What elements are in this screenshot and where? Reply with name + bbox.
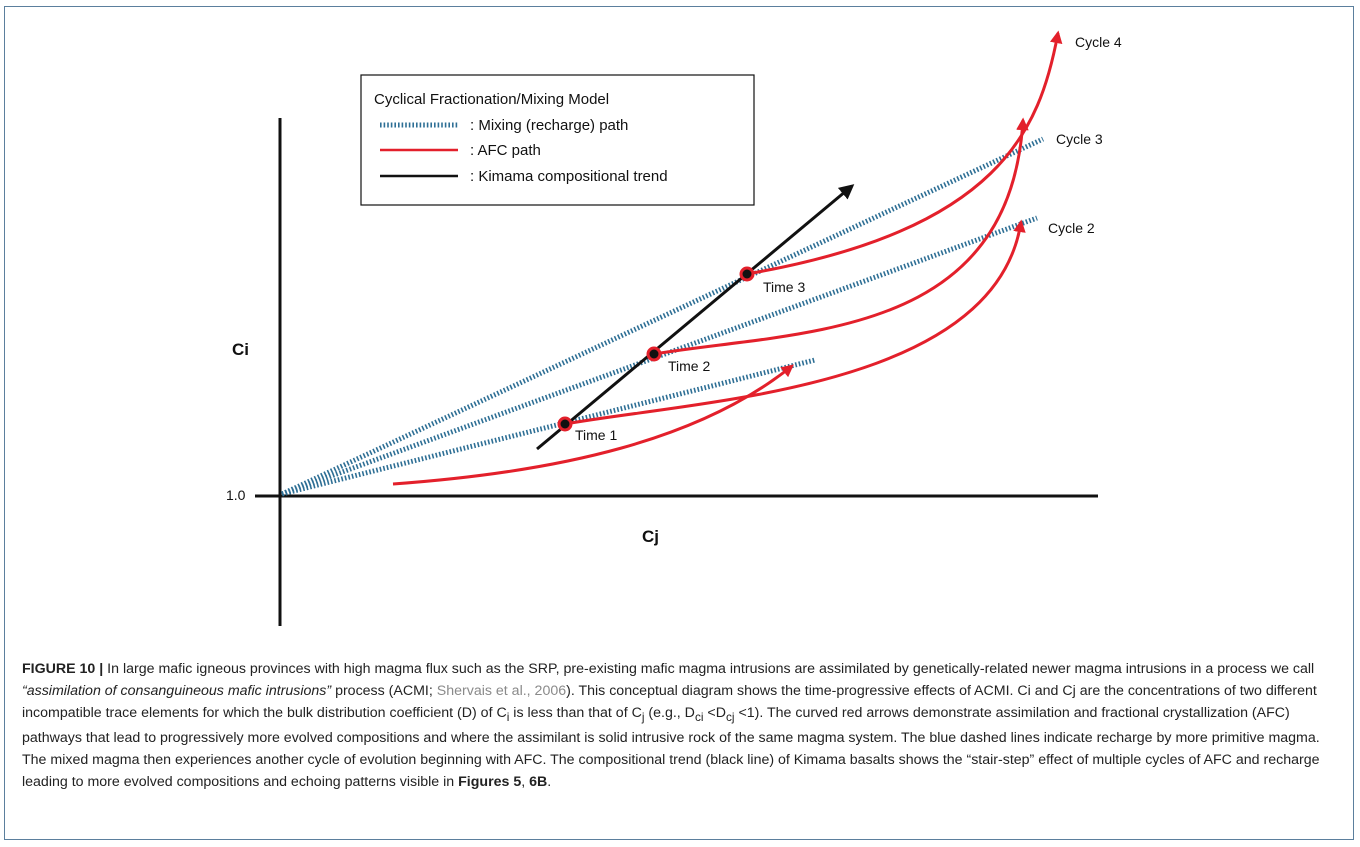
mixing-path-1 — [281, 357, 816, 497]
caption-text: In large mafic igneous provinces with hi… — [103, 661, 1315, 677]
time-2-point — [646, 346, 662, 362]
caption-text: , — [521, 773, 530, 790]
cycle-2-label: Cycle 2 — [1048, 220, 1095, 236]
figure-reference[interactable]: 6B — [529, 773, 548, 790]
caption-text: <D — [703, 704, 726, 721]
mixing-path-3 — [280, 136, 1045, 497]
y-axis-label: Ci — [232, 340, 249, 359]
cycle-3-label: Cycle 3 — [1056, 131, 1103, 147]
time-1-point — [557, 416, 573, 432]
subscript: cj — [725, 709, 735, 724]
time-1-label: Time 1 — [575, 427, 617, 443]
x-axis-label: Cj — [642, 527, 659, 546]
citation-link[interactable]: Shervais et al., 2006 — [436, 682, 567, 699]
caption-text: is less than that of C — [509, 704, 642, 721]
afc-path-1 — [564, 219, 1026, 426]
caption-text: ). This conceptual diagram shows the tim… — [22, 682, 1317, 721]
subscript: ci — [694, 709, 704, 724]
time-3-point — [739, 266, 755, 282]
legend-label-mixing: : Mixing (recharge) path — [470, 117, 628, 134]
caption-text: (e.g., D — [644, 704, 695, 721]
mixing-paths — [280, 136, 1045, 497]
legend-label-trend: : Kimama compositional trend — [470, 168, 668, 185]
figure-reference[interactable]: Figures 5 — [458, 773, 522, 790]
legend-title: Cyclical Fractionation/Mixing Model — [374, 91, 609, 108]
legend-box — [360, 74, 755, 206]
caption-text: . — [547, 773, 552, 790]
legend: Cyclical Fractionation/Mixing Model : Mi… — [360, 74, 755, 206]
time-points — [557, 266, 755, 432]
subscript: i — [506, 709, 510, 724]
legend-label-afc: : AFC path — [470, 142, 541, 159]
kimama-trend-line — [536, 184, 855, 451]
afc-path-2 — [653, 117, 1029, 356]
mixing-path-2 — [281, 215, 1038, 497]
afc-path-0 — [392, 364, 794, 486]
figure-caption: FIGURE 10 | In large mafic igneous provi… — [22, 659, 1342, 794]
caption-quote: “assimilation of consanguineous mafic in… — [22, 682, 332, 699]
cycle-4-label: Cycle 4 — [1075, 34, 1122, 50]
time-3-label: Time 3 — [763, 279, 805, 295]
diagram: 1.0 Ci Cj Time 1 Time 2 Time 3 Cycle 2 C… — [226, 30, 1122, 626]
time-2-label: Time 2 — [668, 358, 710, 374]
afc-paths — [392, 30, 1063, 486]
subscript: j — [641, 709, 645, 724]
origin-label: 1.0 — [226, 487, 246, 503]
afc-path-3 — [746, 30, 1063, 276]
figure-label: FIGURE 10 | — [22, 661, 104, 677]
caption-text: <1). The curved red arrows demonstrate a… — [22, 704, 1320, 790]
caption-text: process (ACMI; — [331, 682, 437, 699]
